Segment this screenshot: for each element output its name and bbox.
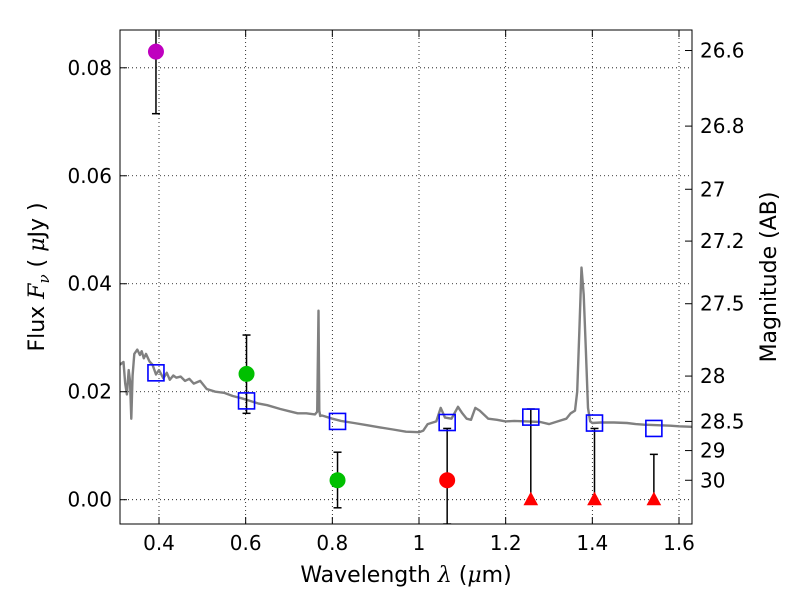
detection-point [238,365,255,382]
model-photometry-square [585,414,604,432]
magnitude-tick-label: 28 [700,364,725,388]
model-photometry-square [237,392,256,410]
x-tick-label: 1.6 [663,531,695,555]
magnitude-tick-label: 28.5 [700,409,745,433]
data-markers [147,43,663,506]
y-axis: 0.00 0.02 0.04 0.06 0.08 [67,56,127,512]
y-axis-label: Flux Fν ( μJy ) [25,202,53,351]
magnitude-tick-label: 29 [700,439,725,463]
x-tick-label: 0.6 [230,531,262,555]
magnitude-tick-label: 27.5 [700,292,745,316]
x-tick-label: 1.4 [576,531,608,555]
model-photometry-square [147,364,165,382]
magnitude-tick-label: 30 [700,468,725,492]
upper-limit-triangle [646,491,662,506]
detection-point [147,43,164,60]
x-axis-label: Wavelength λ (μm) [300,563,511,588]
magnitude-tick-label: 27.2 [700,229,745,253]
upper-limit-triangle [523,491,539,506]
model-spectrum-line [120,266,692,434]
y-tick-label: 0.06 [67,164,112,188]
x-tick-label: 1.2 [490,531,522,555]
y-tick-label: 0.02 [67,380,112,404]
detection-point [439,472,456,489]
plot-content [120,30,692,524]
magnitude-tick-label: 26.6 [700,39,745,63]
upper-limit-triangle [587,491,602,506]
plot-frame [119,29,693,525]
y-tick-label: 0.08 [67,56,112,80]
magnitude-axis-label: Magnitude (AB) [757,192,782,363]
model-photometry-square [438,413,456,432]
x-tick-label: 0.8 [316,531,348,555]
x-axis: 0.4 0.6 0.8 1 1.2 1.4 1.6 [143,30,695,555]
y-tick-label: 0.04 [67,272,112,296]
model-photometry-square [328,412,347,431]
model-photometry-square [521,408,540,426]
magnitude-tick-label: 27 [700,177,725,201]
x-tick-label: 0.4 [143,531,175,555]
x-tick-label: 1 [413,531,426,555]
detection-point [329,472,346,489]
model-photometry-square [645,419,663,438]
magnitude-tick-label: 26.8 [700,114,745,138]
y-tick-label: 0.00 [67,488,112,512]
magnitude-axis: 26.6 26.8 27 27.2 27.5 28 28.5 29 30 [685,39,745,492]
